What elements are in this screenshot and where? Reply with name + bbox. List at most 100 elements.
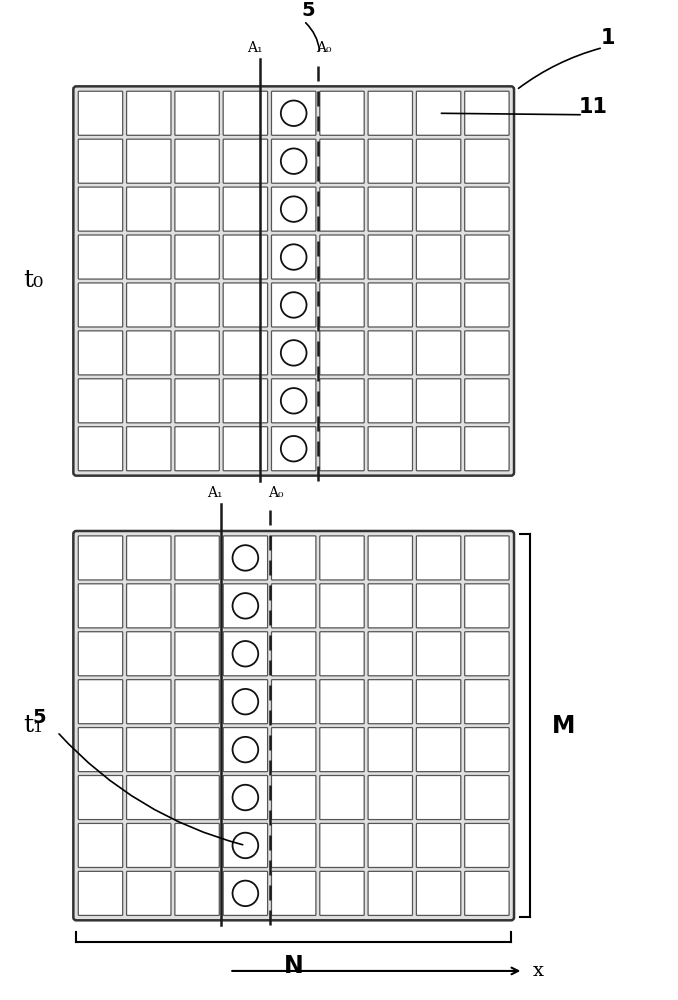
- FancyBboxPatch shape: [127, 871, 171, 915]
- FancyBboxPatch shape: [464, 728, 509, 772]
- FancyBboxPatch shape: [368, 632, 412, 676]
- FancyBboxPatch shape: [78, 427, 123, 471]
- FancyBboxPatch shape: [320, 427, 364, 471]
- FancyBboxPatch shape: [416, 187, 461, 231]
- FancyBboxPatch shape: [175, 823, 219, 867]
- FancyBboxPatch shape: [464, 427, 509, 471]
- FancyBboxPatch shape: [271, 427, 316, 471]
- FancyBboxPatch shape: [127, 680, 171, 724]
- FancyBboxPatch shape: [271, 283, 316, 327]
- FancyBboxPatch shape: [416, 871, 461, 915]
- FancyBboxPatch shape: [175, 775, 219, 820]
- FancyBboxPatch shape: [78, 823, 123, 867]
- FancyBboxPatch shape: [78, 187, 123, 231]
- FancyBboxPatch shape: [223, 139, 268, 183]
- FancyBboxPatch shape: [368, 728, 412, 772]
- FancyBboxPatch shape: [271, 775, 316, 820]
- FancyBboxPatch shape: [271, 331, 316, 375]
- FancyBboxPatch shape: [271, 632, 316, 676]
- FancyBboxPatch shape: [368, 823, 412, 867]
- FancyBboxPatch shape: [271, 379, 316, 423]
- Text: A₀: A₀: [316, 41, 332, 55]
- FancyBboxPatch shape: [271, 91, 316, 135]
- FancyBboxPatch shape: [127, 427, 171, 471]
- Text: t₀: t₀: [23, 269, 43, 292]
- FancyBboxPatch shape: [127, 632, 171, 676]
- FancyBboxPatch shape: [368, 871, 412, 915]
- FancyBboxPatch shape: [416, 91, 461, 135]
- FancyBboxPatch shape: [175, 584, 219, 628]
- FancyBboxPatch shape: [78, 536, 123, 580]
- FancyBboxPatch shape: [320, 632, 364, 676]
- FancyBboxPatch shape: [175, 871, 219, 915]
- FancyBboxPatch shape: [223, 632, 268, 676]
- FancyBboxPatch shape: [127, 187, 171, 231]
- FancyBboxPatch shape: [175, 91, 219, 135]
- FancyBboxPatch shape: [320, 235, 364, 279]
- Text: M: M: [552, 714, 576, 738]
- FancyBboxPatch shape: [464, 283, 509, 327]
- Text: A₁: A₁: [247, 41, 262, 55]
- FancyBboxPatch shape: [368, 775, 412, 820]
- FancyBboxPatch shape: [271, 187, 316, 231]
- FancyBboxPatch shape: [271, 235, 316, 279]
- FancyBboxPatch shape: [271, 584, 316, 628]
- FancyBboxPatch shape: [175, 680, 219, 724]
- FancyBboxPatch shape: [175, 427, 219, 471]
- FancyBboxPatch shape: [78, 728, 123, 772]
- FancyBboxPatch shape: [416, 283, 461, 327]
- FancyBboxPatch shape: [368, 283, 412, 327]
- FancyBboxPatch shape: [78, 379, 123, 423]
- FancyBboxPatch shape: [416, 139, 461, 183]
- FancyBboxPatch shape: [320, 379, 364, 423]
- FancyBboxPatch shape: [368, 536, 412, 580]
- FancyBboxPatch shape: [368, 331, 412, 375]
- FancyBboxPatch shape: [78, 283, 123, 327]
- FancyBboxPatch shape: [320, 91, 364, 135]
- FancyBboxPatch shape: [416, 427, 461, 471]
- Text: 1: 1: [601, 28, 615, 48]
- FancyBboxPatch shape: [320, 187, 364, 231]
- FancyBboxPatch shape: [223, 728, 268, 772]
- FancyBboxPatch shape: [320, 283, 364, 327]
- FancyBboxPatch shape: [416, 680, 461, 724]
- FancyBboxPatch shape: [464, 680, 509, 724]
- Text: A₁: A₁: [207, 486, 223, 500]
- FancyBboxPatch shape: [78, 584, 123, 628]
- FancyBboxPatch shape: [127, 536, 171, 580]
- FancyBboxPatch shape: [416, 632, 461, 676]
- FancyBboxPatch shape: [271, 823, 316, 867]
- FancyBboxPatch shape: [223, 536, 268, 580]
- FancyBboxPatch shape: [271, 139, 316, 183]
- FancyBboxPatch shape: [368, 139, 412, 183]
- FancyBboxPatch shape: [368, 235, 412, 279]
- Text: 11: 11: [578, 97, 607, 117]
- FancyBboxPatch shape: [223, 775, 268, 820]
- FancyBboxPatch shape: [223, 187, 268, 231]
- FancyBboxPatch shape: [464, 632, 509, 676]
- FancyBboxPatch shape: [464, 584, 509, 628]
- FancyBboxPatch shape: [78, 775, 123, 820]
- FancyBboxPatch shape: [320, 584, 364, 628]
- FancyBboxPatch shape: [416, 584, 461, 628]
- FancyBboxPatch shape: [78, 91, 123, 135]
- FancyBboxPatch shape: [175, 187, 219, 231]
- FancyBboxPatch shape: [464, 775, 509, 820]
- FancyBboxPatch shape: [271, 871, 316, 915]
- FancyBboxPatch shape: [368, 427, 412, 471]
- FancyBboxPatch shape: [175, 379, 219, 423]
- FancyBboxPatch shape: [416, 331, 461, 375]
- FancyBboxPatch shape: [368, 680, 412, 724]
- FancyBboxPatch shape: [320, 775, 364, 820]
- FancyBboxPatch shape: [175, 235, 219, 279]
- FancyBboxPatch shape: [416, 775, 461, 820]
- FancyBboxPatch shape: [464, 235, 509, 279]
- FancyBboxPatch shape: [464, 536, 509, 580]
- FancyBboxPatch shape: [127, 823, 171, 867]
- FancyBboxPatch shape: [223, 871, 268, 915]
- FancyBboxPatch shape: [464, 187, 509, 231]
- Text: t₁: t₁: [23, 714, 43, 737]
- FancyBboxPatch shape: [368, 584, 412, 628]
- Text: 5: 5: [302, 1, 315, 20]
- FancyBboxPatch shape: [127, 775, 171, 820]
